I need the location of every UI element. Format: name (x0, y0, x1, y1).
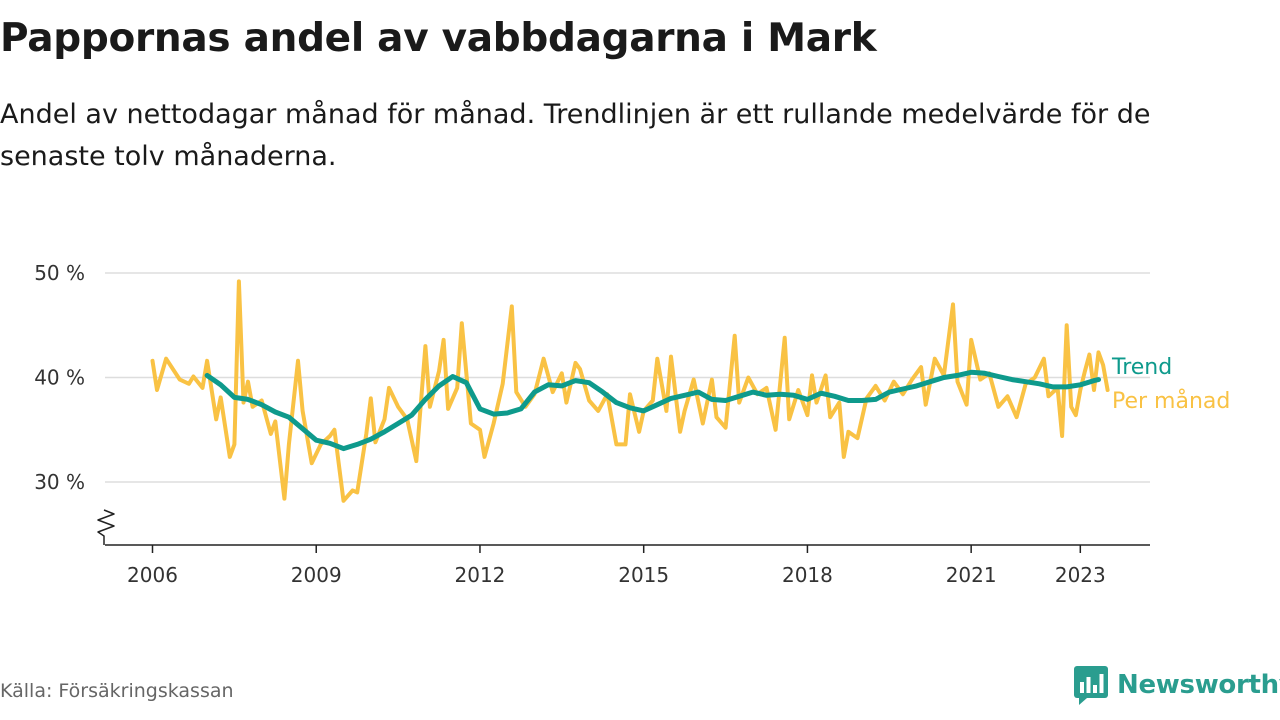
x-tick-label: 2023 (1055, 563, 1106, 587)
y-tick-label: 50 % (34, 261, 85, 285)
chart-subtitle: Andel av nettodagar månad för månad. Tre… (0, 99, 1151, 172)
chart-title: Pappornas andel av vabbdagarna i Mark (0, 16, 877, 61)
legend-label-per-manad: Per månad (1112, 388, 1230, 414)
brand-name: Newsworthy (1117, 670, 1280, 700)
x-tick-label: 2006 (127, 563, 178, 587)
axis-break-icon (97, 509, 115, 545)
x-tick-label: 2012 (455, 563, 506, 587)
legend-label-trend: Trend (1111, 355, 1172, 380)
line-chart: 30 % 40 % 50 % 2006 2009 2012 2015 2018 2021 2023… (34, 261, 1230, 587)
x-tick-label: 2021 (946, 563, 997, 587)
x-tick-label: 2015 (618, 563, 669, 587)
newsworthy-icon (1074, 666, 1108, 705)
series-line-per-manad (150, 279, 1110, 503)
y-tick-label: 40 % (34, 366, 85, 390)
brand-logo[interactable]: Newsworthy (1073, 665, 1280, 705)
x-tick-label: 2018 (782, 563, 833, 587)
source-note: Källa: Försäkringskassan (0, 680, 234, 702)
x-tick-label: 2009 (291, 563, 342, 587)
y-tick-label: 30 % (34, 470, 85, 494)
series-line-trend (204, 369, 1101, 452)
